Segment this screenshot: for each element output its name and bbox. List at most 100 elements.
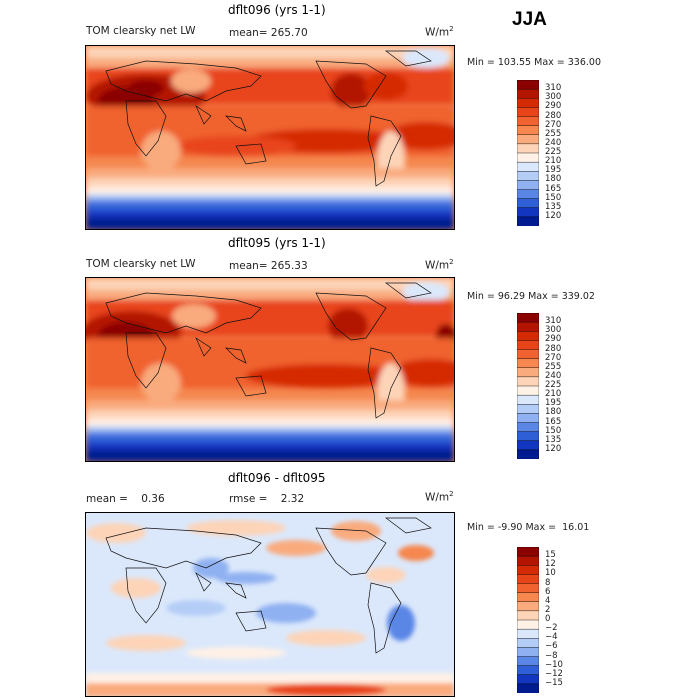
colorbar-swatch [516,592,540,603]
season-label: JJA [512,9,547,30]
colorbar-swatch [516,647,540,657]
panel-3-rmse: rmse = 2.32 [229,493,305,505]
panel-1-minmax: Min = 103.55 Max = 336.00 [467,57,601,68]
panel-3-title: dflt096 - dflt095 [228,471,326,485]
colorbar-swatch [516,431,540,442]
colorbar-tick-label: −8 [545,650,558,661]
colorbar-tick-label: 2 [545,604,551,615]
colorbar-swatch [516,601,540,612]
colorbar-swatch [516,340,540,350]
colorbar-swatch [516,610,540,621]
colorbar-tick-label: 300 [545,92,562,103]
colorbar-swatch [516,161,540,172]
colorbar-tick-label: 180 [545,407,562,418]
colorbar-swatch [516,555,540,566]
colorbar-tick-label: 12 [545,559,556,570]
panel-1-variable: TOM clearsky net LW [86,25,196,37]
colorbar-swatch [516,413,540,423]
panel-2-variable: TOM clearsky net LW [86,258,196,270]
colorbar-tick-label: 270 [545,119,562,130]
colorbar-tick-label: 10 [545,568,556,579]
colorbar-swatch [516,638,540,648]
colorbar-tick-label: 195 [545,165,562,176]
colorbar-swatch [516,107,540,117]
colorbar-swatch [516,198,540,209]
panel-3-units: W/m2 [425,490,454,504]
colorbar-swatch [516,180,540,190]
panel-3-mean: mean = 0.36 [86,493,165,505]
colorbar-tick-label: −10 [545,659,563,670]
colorbar-tick-label: 240 [545,370,562,381]
colorbar-tick-label: 135 [545,201,562,212]
panel-1-map [85,45,455,230]
colorbar-tick-label: 300 [545,325,562,336]
colorbar-tick-label: 255 [545,361,562,372]
colorbar-tick-label: 210 [545,156,562,167]
colorbar-swatch [516,628,540,639]
colorbar-swatch [516,143,540,154]
panel-2-colorbar [516,312,540,460]
colorbar-swatch [516,79,540,90]
colorbar-swatch [516,449,540,460]
colorbar-swatch [516,98,540,108]
colorbar-swatch [516,422,540,433]
panel-3-colorbar [516,546,540,694]
panel-1-colorbar-swatches [516,79,540,227]
colorbar-swatch [516,665,540,676]
colorbar-swatch [516,656,540,667]
colorbar-tick-label: 15 [545,550,556,561]
colorbar-tick-label: 280 [545,110,562,121]
colorbar-tick-label: −12 [545,668,563,679]
colorbar-tick-label: −4 [545,632,558,643]
colorbar-swatch [516,321,540,332]
colorbar-swatch [516,125,540,136]
colorbar-swatch [516,331,540,341]
colorbar-tick-label: 165 [545,183,562,194]
panel-3-map [85,512,455,697]
colorbar-tick-label: 150 [545,425,562,436]
colorbar-swatch [516,349,540,360]
panel-2-colorbar-swatches [516,312,540,460]
colorbar-tick-label: −2 [545,623,558,634]
colorbar-swatch [516,385,540,396]
colorbar-tick-label: 180 [545,174,562,185]
panel-3-colorbar-swatches [516,546,540,694]
panel-3-minmax: Min = -9.90 Max = 16.01 [467,522,590,533]
colorbar-tick-label: 225 [545,147,562,157]
colorbar-tick-label: 290 [545,101,562,112]
colorbar-swatch [516,394,540,405]
colorbar-swatch [516,546,540,557]
colorbar-tick-label: 240 [545,137,562,148]
colorbar-tick-label: 6 [545,586,551,597]
panel-2-title: dflt095 (yrs 1-1) [228,236,326,250]
colorbar-tick-label: 310 [545,83,562,94]
colorbar-swatch [516,574,540,584]
colorbar-swatch [516,583,540,594]
colorbar-swatch [516,674,540,685]
panel-1-units: W/m2 [425,25,454,39]
panel-2-map [85,277,455,462]
colorbar-swatch [516,216,540,227]
colorbar-tick-label: −6 [545,641,558,652]
colorbar-swatch [516,116,540,127]
colorbar-tick-label: 0 [545,614,551,624]
colorbar-swatch [516,312,540,323]
colorbar-swatch [516,565,540,575]
panel-2-minmax: Min = 96.29 Max = 339.02 [467,291,595,302]
colorbar-tick-label: 135 [545,434,562,445]
colorbar-swatch [516,88,540,99]
colorbar-swatch [516,134,540,145]
colorbar-swatch [516,376,540,387]
colorbar-swatch [516,619,540,630]
colorbar-tick-label: 8 [545,577,551,588]
colorbar-swatch [516,404,540,414]
colorbar-tick-label: 225 [545,380,562,390]
colorbar-tick-label: 150 [545,192,562,203]
colorbar-swatch [516,683,540,694]
colorbar-swatch [516,367,540,378]
colorbar-tick-label: 290 [545,334,562,345]
colorbar-swatch [516,440,540,451]
panel-2-mean: mean= 265.33 [229,260,308,272]
colorbar-tick-label: 270 [545,352,562,363]
colorbar-swatch [516,358,540,369]
